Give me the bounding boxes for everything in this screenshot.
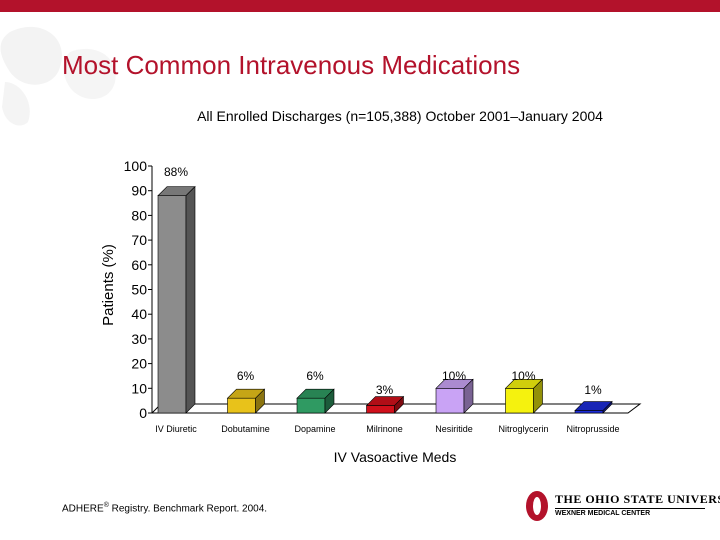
data-label: 3% xyxy=(376,383,394,397)
x-tick-label: Nitroprusside xyxy=(566,424,619,434)
top-accent-bar xyxy=(0,0,720,12)
bar-side-face xyxy=(255,388,265,414)
data-label: 88% xyxy=(164,165,188,179)
chart-bar-layer: 88% IV Diuretic 6% Dobutamine 6% Dopamine 3% Mi… xyxy=(155,165,619,434)
y-tick-label: 50 xyxy=(131,282,147,298)
chart-subtitle: All Enrolled Discharges (n=105,388) Octo… xyxy=(197,108,603,124)
bar-side-face xyxy=(463,378,474,414)
data-label: 6% xyxy=(237,369,255,383)
y-tick-label: 10 xyxy=(131,380,147,396)
x-tick-label: Milrinone xyxy=(366,424,403,434)
bar-side-face xyxy=(324,388,335,414)
citation: ADHERE® Registry. Benchmark Report. 2004… xyxy=(62,502,267,514)
citation-text: Registry. Benchmark Report. 2004. xyxy=(108,503,268,515)
bar-dobutamine xyxy=(227,397,256,414)
bar-dopamine xyxy=(296,397,326,414)
bar-nitroprusside xyxy=(574,410,604,414)
x-tick-label: Dopamine xyxy=(294,424,335,434)
logo-wordmark: THE OHIO STATE UNIVERSITY xyxy=(555,492,720,506)
y-tick-label: 100 xyxy=(124,158,148,174)
bar-nesiritide xyxy=(435,387,465,414)
y-tick-label: 40 xyxy=(131,306,147,322)
y-tick-label: 0 xyxy=(139,405,147,421)
x-tick-label: Nitroglycerin xyxy=(498,424,548,434)
y-tick-label: 60 xyxy=(131,257,147,273)
logo-divider xyxy=(555,508,705,509)
bar-side-face xyxy=(185,185,196,414)
data-label: 1% xyxy=(584,383,602,397)
citation-registry: ADHERE xyxy=(62,503,104,515)
bar-side-face xyxy=(394,395,404,414)
y-axis-label: Patients (%) xyxy=(100,244,117,326)
data-label: 6% xyxy=(306,369,324,383)
x-tick-label: Dobutamine xyxy=(221,424,270,434)
block-o-icon xyxy=(526,491,548,521)
y-tick-label: 80 xyxy=(131,207,147,223)
slide-title: Most Common Intravenous Medications xyxy=(62,50,521,80)
bar-side-face xyxy=(533,378,543,414)
y-tick-label: 70 xyxy=(131,232,147,248)
x-axis-label: IV Vasoactive Meds xyxy=(334,449,457,465)
chart-axis-layer: 0 10 20 30 40 50 60 70 80 90 100 xyxy=(124,158,642,421)
bar-iv-diuretic xyxy=(157,195,187,414)
university-logo: THE OHIO STATE UNIVERSITY WEXNER MEDICAL… xyxy=(525,490,720,524)
y-tick-label: 90 xyxy=(131,183,147,199)
data-label: 10% xyxy=(442,369,466,383)
y-tick-label: 20 xyxy=(131,356,147,372)
bar-nitroglycerin xyxy=(505,387,534,414)
registered-mark: ® xyxy=(103,502,109,509)
leaf-decoration xyxy=(0,26,116,126)
data-label: 10% xyxy=(511,369,535,383)
x-tick-label: IV Diuretic xyxy=(155,424,197,434)
logo-subtitle: WEXNER MEDICAL CENTER xyxy=(555,510,651,517)
x-tick-label: Nesiritide xyxy=(435,424,473,434)
y-tick-label: 30 xyxy=(131,331,147,347)
bar-side-face xyxy=(602,400,613,414)
bar-milrinone xyxy=(366,405,395,414)
